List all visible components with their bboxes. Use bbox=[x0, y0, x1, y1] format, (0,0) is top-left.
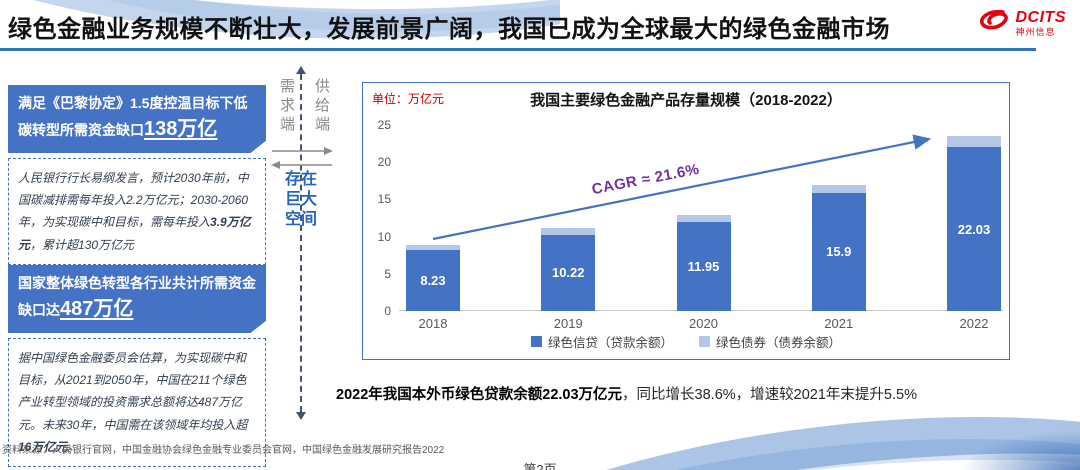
bar-segment-loan-2022: 22.03 bbox=[947, 147, 1001, 311]
panel-1-body-text-2: ，累计超130万亿元 bbox=[30, 237, 135, 252]
company-logo: DCITS 神州信息 bbox=[976, 8, 1067, 39]
left-arrow-icon bbox=[271, 157, 333, 175]
panel-2-heading-text: 国家整体绿色转型各行业共计所需资金缺口达 bbox=[18, 275, 256, 318]
data-source-text: 资料来源：人民银行官网，中国金融协会绿色金融专业委员会官网，中国绿色金融发展研究… bbox=[2, 445, 445, 456]
plot-area: CAGR ≈ 21.6% 8.23 10.22 11.95 15.9 22.03 bbox=[363, 125, 1011, 311]
y-tick-label: 25 bbox=[377, 118, 391, 132]
demand-panel-2-heading: 国家整体绿色转型各行业共计所需资金缺口达487万亿 bbox=[8, 265, 266, 333]
chart-footnote: 2022年我国本外币绿色贷款余额22.03万亿元，同比增长38.6%，增速较20… bbox=[336, 383, 917, 404]
header-divider-line bbox=[0, 48, 1036, 51]
bar-segment-bond-2021 bbox=[811, 184, 866, 193]
legend-swatch-0 bbox=[530, 336, 542, 347]
bar-segment-loan-2021: 15.9 bbox=[811, 192, 866, 311]
bar-value-label-2019: 10.22 bbox=[551, 265, 585, 281]
supply-side-label: 供给端 bbox=[313, 78, 330, 135]
chart-footnote-regular: ，同比增长38.6%，增速较2021年末提升5.5% bbox=[622, 387, 917, 403]
bar-segment-bond-2020 bbox=[676, 215, 731, 223]
demand-panel-paris-agreement: 满足《巴黎协定》1.5度控温目标下低碳转型所需资金缺口138万亿 人民银行行长易… bbox=[8, 85, 266, 265]
demand-panel-2-body: 据中国绿色金融委员会估算，为实现碳中和目标，从2021到2050年，中国在211… bbox=[8, 338, 266, 467]
huge-gap-label: 存在巨大空间 bbox=[284, 171, 317, 228]
panel-1-body-bold: 3.9万亿元 bbox=[18, 215, 251, 252]
divider-arrow-down-icon bbox=[296, 412, 306, 420]
logo-subtitle-text: 神州信息 bbox=[1015, 27, 1056, 37]
demand-panel-green-transition: 国家整体绿色转型各行业共计所需资金缺口达487万亿 据中国绿色金融委员会估算，为… bbox=[8, 265, 266, 467]
y-tick-label: 0 bbox=[384, 304, 391, 318]
x-axis-label-2020: 2020 bbox=[689, 316, 718, 331]
bar-value-label-2018: 8.23 bbox=[420, 272, 446, 288]
chart-title: 我国主要绿色金融产品存量规模（2018-2022） bbox=[530, 92, 842, 109]
legend-item-0: 绿色信贷（贷款余额） bbox=[530, 332, 673, 351]
legend-label-1: 绿色债券（债券余额） bbox=[716, 336, 842, 350]
chart-unit-label: 单位：万亿元 bbox=[372, 92, 445, 106]
panel-1-heading-highlight: 138万亿 bbox=[144, 118, 218, 140]
x-axis-label-2018: 2018 bbox=[418, 316, 448, 331]
bar-value-label-2022: 22.03 bbox=[957, 221, 991, 237]
demand-side-label: 需求端 bbox=[278, 78, 295, 135]
page-title: 绿色金融业务规模不断壮大，发展前景广阔，我国已成为全球最大的绿色金融市场 bbox=[8, 16, 890, 43]
chart-footnote-bold: 2022年我国本外币绿色贷款余额22.03万亿元 bbox=[336, 387, 623, 403]
bar-segment-loan-2019: 10.22 bbox=[541, 234, 596, 311]
legend-swatch-1 bbox=[699, 336, 710, 347]
bar-segment-bond-2019 bbox=[541, 227, 596, 235]
panel-2-body-bold: 16万亿元 bbox=[18, 439, 68, 454]
demand-panel-1-heading: 满足《巴黎协定》1.5度控温目标下低碳转型所需资金缺口138万亿 bbox=[8, 85, 266, 153]
bar-value-label-2020: 11.95 bbox=[687, 259, 720, 275]
panel-1-body-text: 人民银行行长易纲发言，预计2030年前，中国碳减排需每年投入2.2万亿元；203… bbox=[18, 171, 249, 230]
bar-segment-bond-2022 bbox=[947, 135, 1001, 148]
divider-dashed-line bbox=[300, 74, 302, 412]
y-axis: 0 5 10 15 20 25 bbox=[363, 118, 395, 318]
demand-panel-1-body: 人民银行行长易纲发言，预计2030年前，中国碳减排需每年投入2.2万亿元；203… bbox=[8, 158, 266, 265]
chart-legend: 绿色信贷（贷款余额） 绿色债券（债券余额） bbox=[363, 332, 1009, 351]
panel-2-heading-highlight: 487万亿 bbox=[60, 298, 134, 320]
x-axis-label-2022: 2022 bbox=[959, 316, 989, 331]
y-tick-label: 10 bbox=[377, 229, 391, 244]
chart-panel: 单位：万亿元 我国主要绿色金融产品存量规模（2018-2022） 0 5 10 15 2… bbox=[362, 82, 1010, 360]
legend-label-0: 绿色信贷（贷款余额） bbox=[547, 336, 673, 350]
panel-2-body-text-2: 。 bbox=[67, 439, 80, 454]
divider-arrow-up-icon bbox=[296, 66, 306, 74]
dcits-swoosh-icon bbox=[976, 8, 1012, 39]
cagr-annotation: CAGR ≈ 21.6% bbox=[590, 160, 701, 199]
panel-1-heading-text: 满足《巴黎协定》1.5度控温目标下低碳转型所需资金缺口 bbox=[18, 95, 248, 138]
panel-2-body-text: 据中国绿色金融委员会估算，为实现碳中和目标，从2021到2050年，中国在211… bbox=[18, 351, 248, 432]
right-arrow-icon bbox=[271, 143, 333, 161]
bar-segment-loan-2020: 11.95 bbox=[676, 222, 731, 311]
bar-value-label-2021: 15.9 bbox=[826, 244, 852, 260]
page-number: 第2页 bbox=[523, 462, 557, 470]
x-axis-label-2019: 2019 bbox=[553, 316, 583, 331]
logo-brand-text: DCITS bbox=[1015, 9, 1066, 26]
y-tick-label: 15 bbox=[377, 192, 391, 207]
x-axis-labels: 2018 2019 2020 2021 2022 bbox=[363, 316, 1011, 334]
legend-item-1: 绿色债券（债券余额） bbox=[699, 332, 841, 351]
bar-segment-bond-2018 bbox=[406, 245, 460, 250]
x-axis-label-2021: 2021 bbox=[824, 316, 854, 331]
y-tick-label: 5 bbox=[384, 266, 391, 281]
y-tick-label: 20 bbox=[377, 155, 391, 170]
bar-segment-loan-2018: 8.23 bbox=[406, 249, 460, 311]
